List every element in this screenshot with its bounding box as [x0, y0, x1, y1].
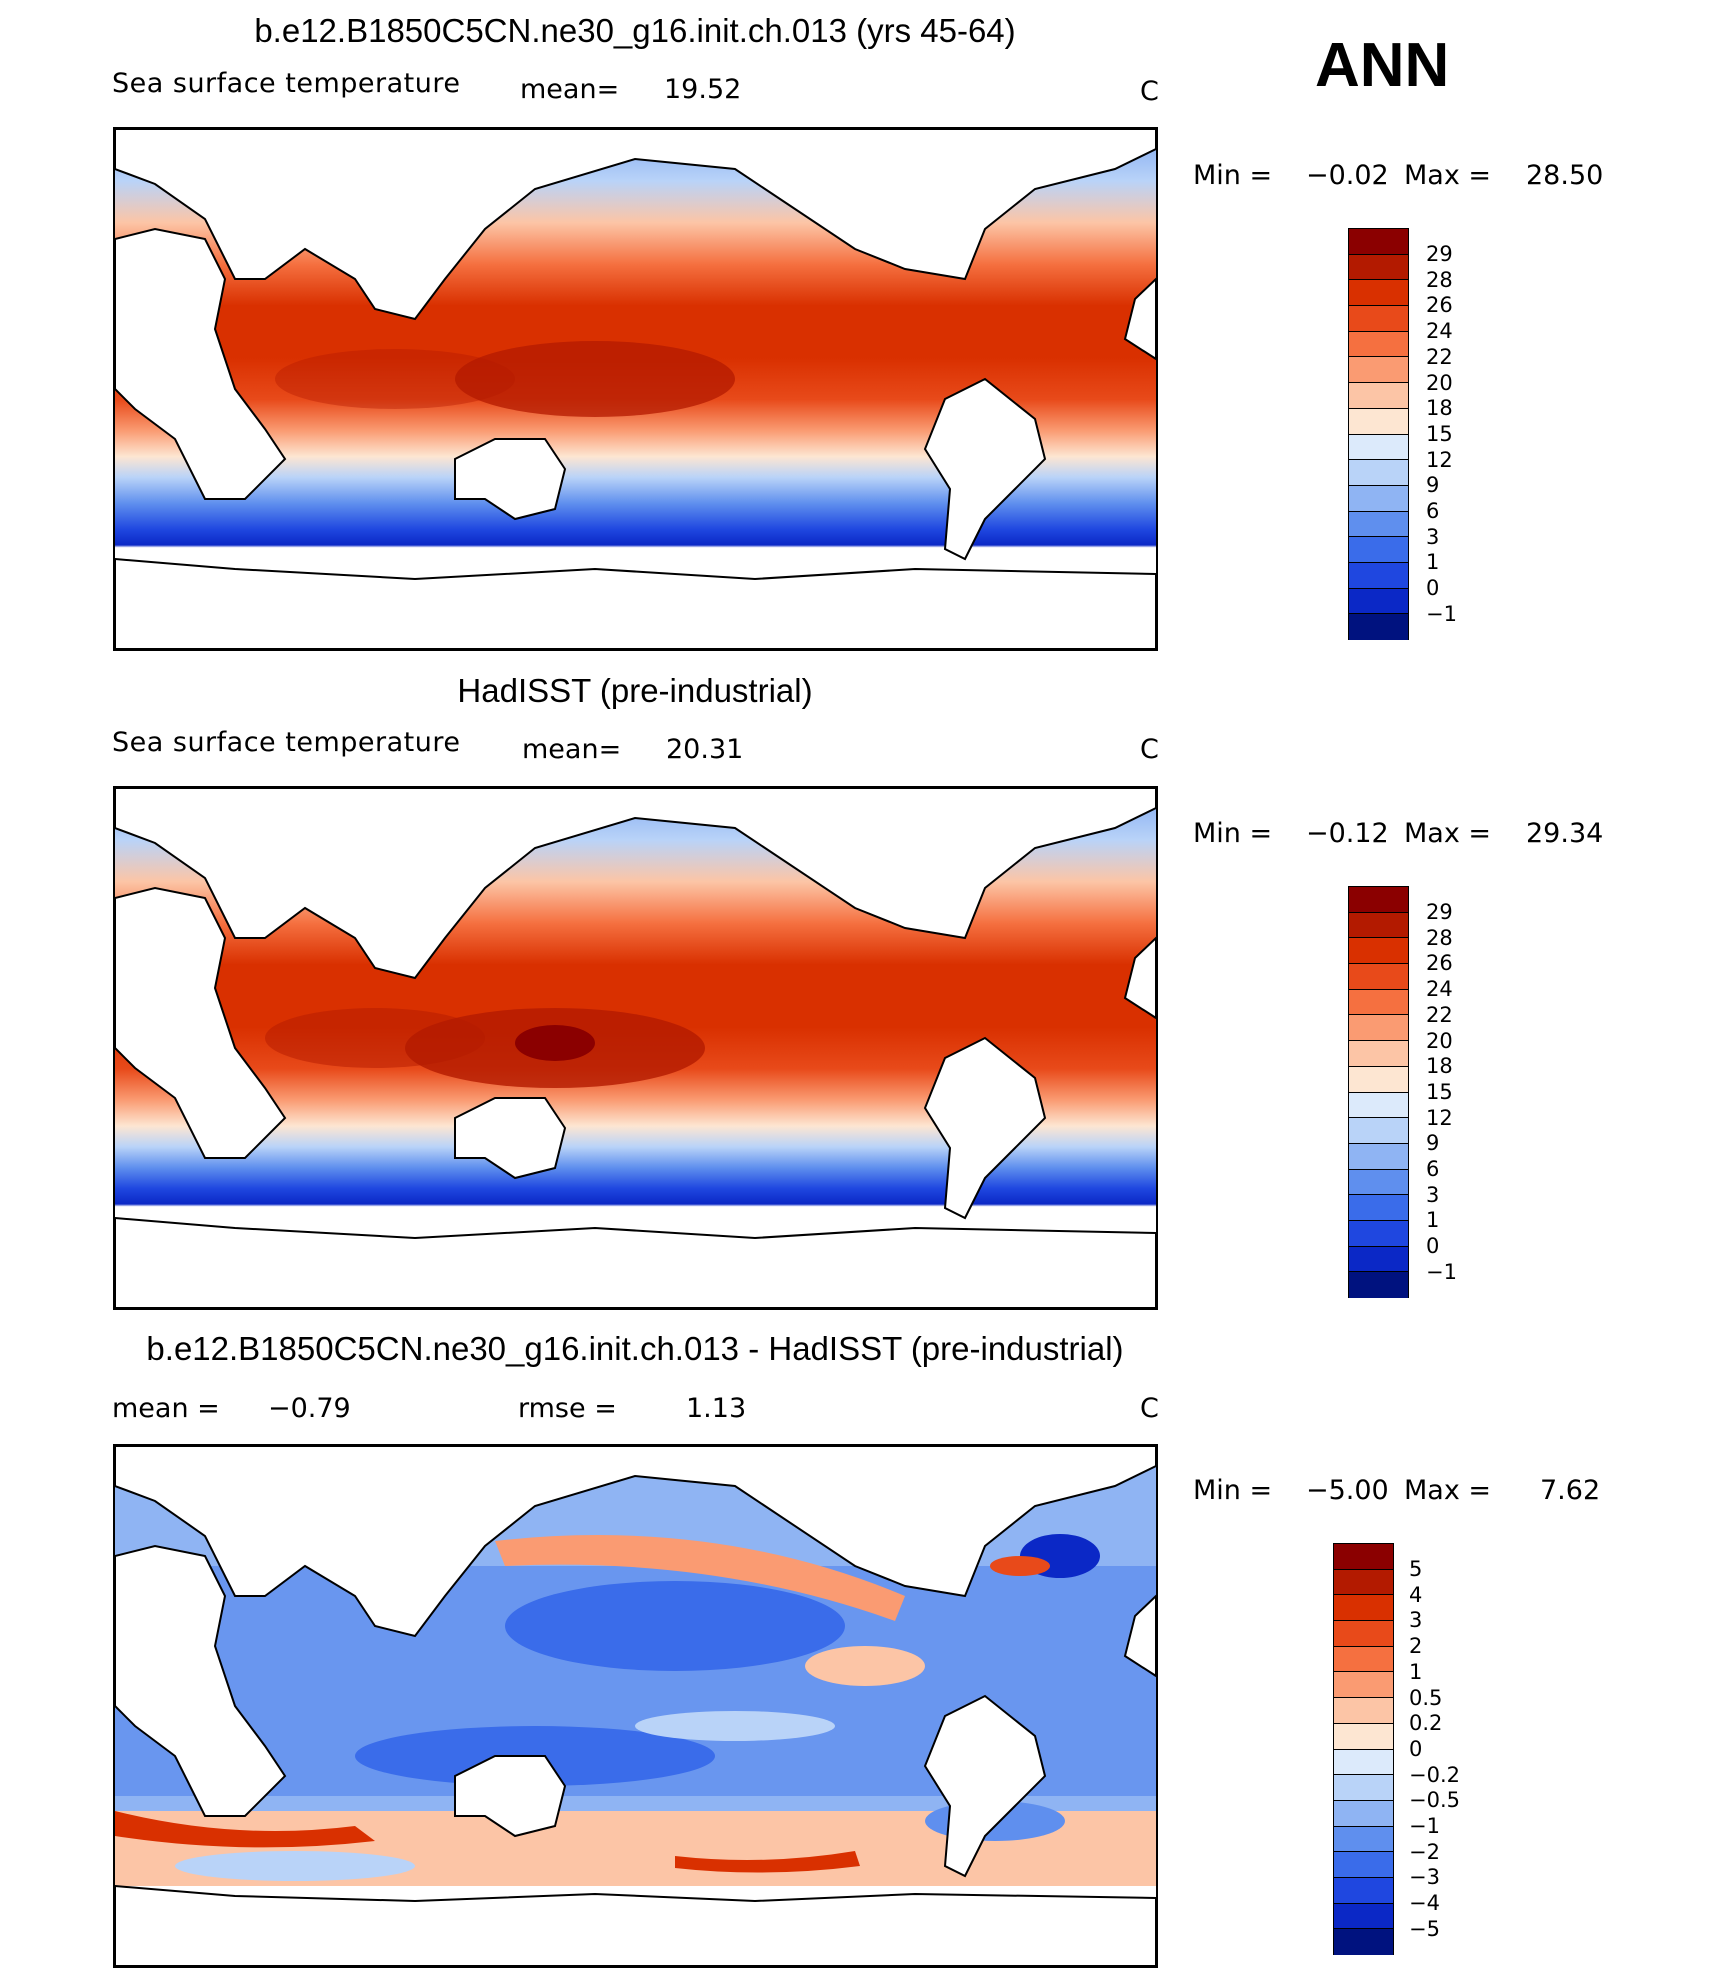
panel-3-rmse-value: 1.13 [686, 1393, 747, 1424]
colorbar-tick: 5 [1409, 1557, 1423, 1581]
colorbar-tick: 0 [1409, 1736, 1423, 1761]
panel-1-title: b.e12.B1850C5CN.ne30_g16.init.ch.013 (yr… [254, 12, 1016, 49]
colorbar-tick: 18 [1426, 396, 1453, 421]
panel-1-colorbar [1348, 228, 1409, 640]
panel-1-min-value: −0.02 [1306, 160, 1389, 191]
colorbar-tick: −4 [1409, 1891, 1440, 1916]
colorbar-tick: 1 [1426, 1208, 1440, 1233]
panel-2-mean-label: mean= [522, 734, 622, 765]
colorbar-tick: 15 [1426, 1079, 1453, 1104]
colorbar-tick: 20 [1426, 1028, 1453, 1053]
season-label: ANN [1315, 31, 1450, 100]
colorbar-tick: −3 [1409, 1865, 1440, 1890]
colorbar-tick: 4 [1409, 1582, 1423, 1607]
panel-2-colorbar [1348, 886, 1409, 1298]
colorbar-tick: 28 [1426, 925, 1453, 950]
colorbar-tick: 29 [1426, 242, 1453, 266]
colorbar-tick: 9 [1426, 1131, 1440, 1156]
colorbar-tick: 2 [1409, 1634, 1423, 1659]
panel-2-max-label: Max = [1404, 818, 1492, 849]
panel-3-max-label: Max = [1404, 1475, 1492, 1506]
panel-1-mean-value: 19.52 [664, 74, 742, 105]
colorbar-tick: −0.5 [1409, 1788, 1460, 1813]
panel-3-colorbar [1333, 1543, 1394, 1955]
sst-map-observed [115, 788, 1156, 1308]
panel-2-min-value: −0.12 [1306, 818, 1389, 849]
colorbar-tick: −1 [1426, 1259, 1457, 1284]
panel-3-mean-value: −0.79 [268, 1393, 351, 1424]
panel-2-title: HadISST (pre-industrial) [457, 672, 813, 709]
colorbar-tick: 6 [1426, 1157, 1440, 1181]
panel-1-map [113, 127, 1158, 651]
panel-3-map [113, 1444, 1158, 1968]
panel-3-min-value: −5.00 [1306, 1475, 1389, 1506]
colorbar-tick: −1 [1426, 601, 1457, 626]
sst-map-model [115, 129, 1156, 649]
panel-2-map [113, 786, 1158, 1310]
panel-2-units: C [1140, 734, 1159, 765]
colorbar-tick: 1 [1409, 1659, 1423, 1684]
colorbar-tick: 0.5 [1409, 1685, 1443, 1710]
colorbar-tick: 22 [1426, 344, 1453, 369]
colorbar-tick: 0 [1426, 1234, 1440, 1259]
colorbar-tick: 26 [1426, 293, 1453, 318]
sst-difference-map [115, 1446, 1156, 1966]
panel-3-rmse-label: rmse = [518, 1393, 617, 1424]
panel-1-min-label: Min = [1193, 160, 1273, 191]
panel-1-variable: Sea surface temperature [112, 68, 461, 99]
panel-3-max-value: 7.62 [1540, 1475, 1601, 1506]
colorbar-tick: −1 [1409, 1814, 1440, 1838]
panel-2-max-value: 29.34 [1526, 818, 1604, 849]
colorbar-tick: 12 [1426, 447, 1453, 472]
colorbar-tick: −0.2 [1409, 1762, 1460, 1787]
colorbar-tick: 1 [1426, 550, 1440, 575]
colorbar-tick: 24 [1426, 977, 1453, 1002]
colorbar-tick: 3 [1426, 524, 1440, 549]
panel-3-mean-label: mean = [112, 1393, 220, 1424]
panel-1-mean-label: mean= [520, 74, 620, 105]
colorbar-tick: 26 [1426, 951, 1453, 976]
colorbar-tick: 6 [1426, 499, 1440, 523]
panel-3-min-label: Min = [1193, 1475, 1273, 1506]
colorbar-tick: 0 [1426, 576, 1440, 601]
colorbar-tick: 29 [1426, 900, 1453, 924]
colorbar-tick: 3 [1426, 1182, 1440, 1207]
colorbar-tick: 22 [1426, 1002, 1453, 1027]
colorbar-tick: 18 [1426, 1054, 1453, 1079]
panel-1-units: C [1140, 76, 1159, 107]
panel-3-title: b.e12.B1850C5CN.ne30_g16.init.ch.013 - H… [146, 1330, 1124, 1367]
colorbar-tick: 3 [1409, 1608, 1423, 1633]
panel-1-max-value: 28.50 [1526, 160, 1604, 191]
panel-2-min-label: Min = [1193, 818, 1273, 849]
colorbar-tick: 0.2 [1409, 1711, 1443, 1736]
colorbar-tick: −2 [1409, 1839, 1440, 1864]
colorbar-tick: 24 [1426, 319, 1453, 344]
colorbar-tick: 20 [1426, 370, 1453, 395]
panel-2-variable: Sea surface temperature [112, 727, 461, 758]
colorbar-tick: −5 [1409, 1916, 1440, 1941]
colorbar-tick: 28 [1426, 267, 1453, 292]
panel-1-max-label: Max = [1404, 160, 1492, 191]
panel-2-mean-value: 20.31 [666, 734, 744, 765]
colorbar-tick: 9 [1426, 473, 1440, 498]
colorbar-tick: 15 [1426, 421, 1453, 446]
panel-3-units: C [1140, 1393, 1159, 1424]
colorbar-tick: 12 [1426, 1105, 1453, 1130]
